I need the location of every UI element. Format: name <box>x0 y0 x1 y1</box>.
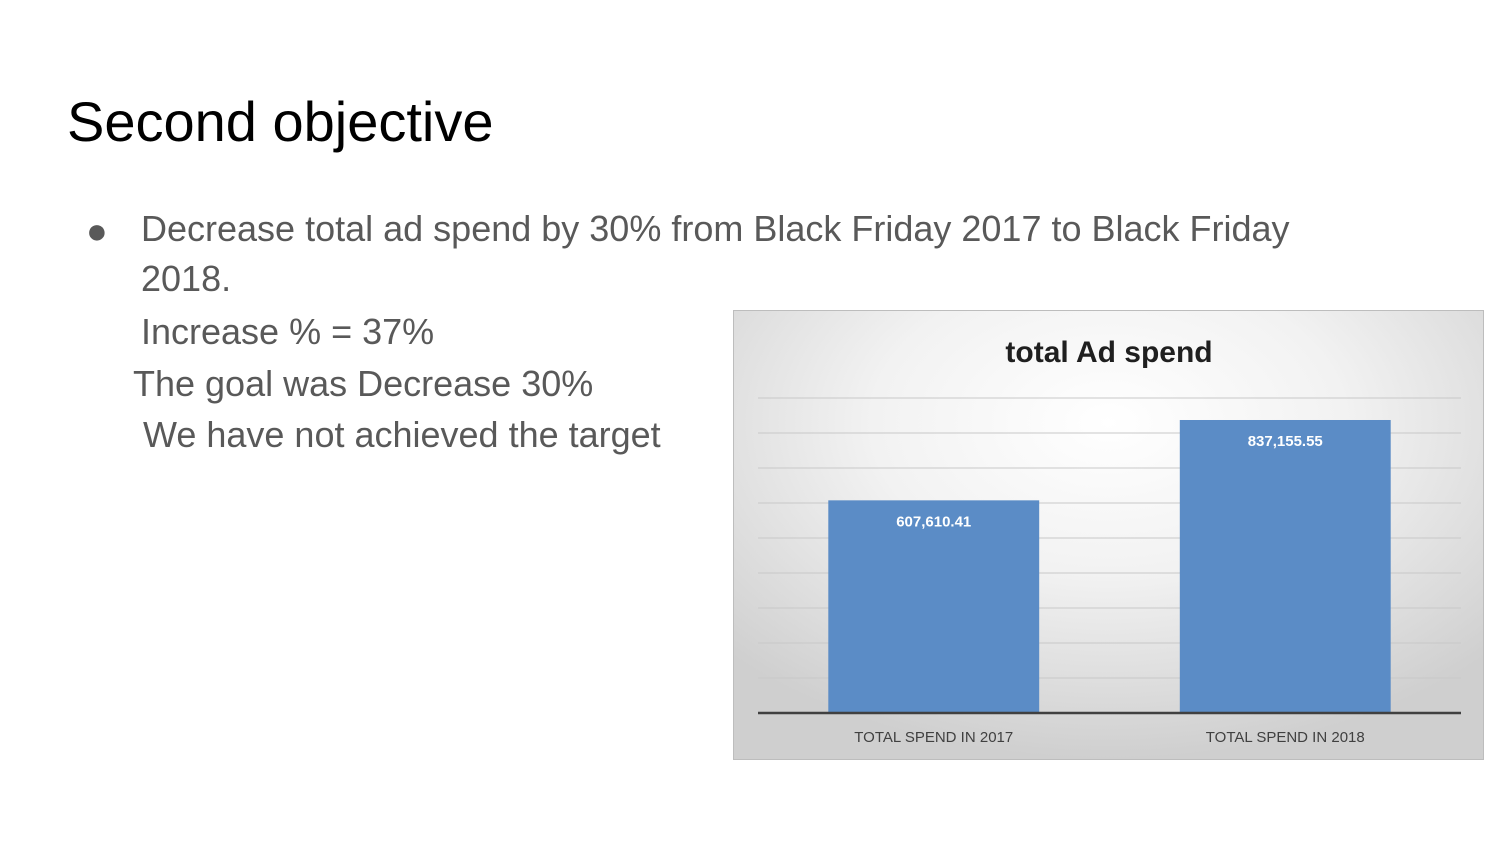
goal-text: The goal was Decrease 30% <box>133 363 594 404</box>
increase-percent-text: Increase % = 37% <box>141 311 435 352</box>
chart-bars <box>828 419 1391 713</box>
chart-canvas: total Ad spend 607,610.41 TOTAL SPEND IN … <box>758 336 1461 746</box>
bullet-text-line-1: Decrease total ad spend by 30% from Blac… <box>141 208 1290 249</box>
data-label-1: 607,610.41 <box>896 513 971 530</box>
chart-title: total Ad spend <box>1005 336 1212 369</box>
x-tick-label-1: TOTAL SPEND IN 2017 <box>854 729 1013 746</box>
data-label-2: 837,155.55 <box>1248 433 1323 450</box>
slide-title: Second objective <box>67 90 494 153</box>
chart-labels: 607,610.41 TOTAL SPEND IN 2017 837,155.55 T… <box>854 433 1364 746</box>
bullet-icon: ● <box>86 210 108 251</box>
ad-spend-chart: total Ad spend 607,610.41 TOTAL SPEND IN … <box>733 310 1484 760</box>
x-tick-label-2: TOTAL SPEND IN 2018 <box>1206 729 1365 746</box>
bar-1 <box>828 500 1040 713</box>
bullet-text-line-2: 2018. <box>141 258 232 299</box>
target-status-text: We have not achieved the target <box>143 414 661 455</box>
bar-2 <box>1179 419 1391 713</box>
